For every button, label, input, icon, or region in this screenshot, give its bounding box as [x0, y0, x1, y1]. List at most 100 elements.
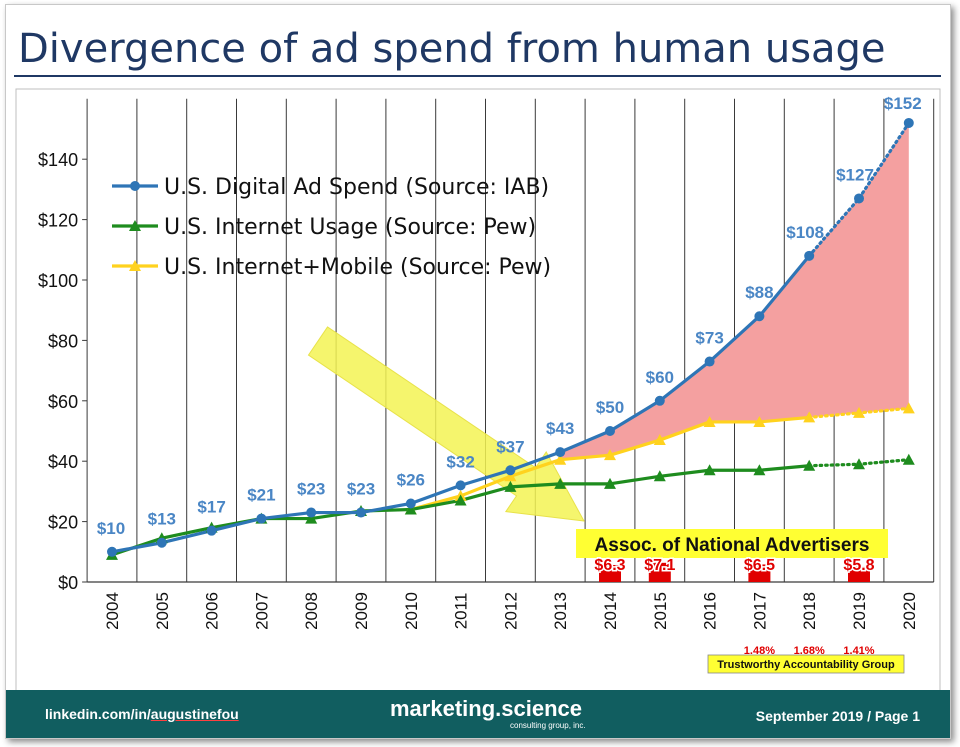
digital-ad-spend-point	[455, 480, 466, 491]
x-tick-label: 2014	[601, 592, 620, 630]
data-label: $73	[695, 329, 723, 348]
legend-marker	[129, 220, 141, 231]
digital-ad-spend-point	[156, 537, 167, 548]
digital-ad-spend-point	[256, 513, 267, 524]
legend-marker	[129, 260, 141, 271]
data-label: $13	[148, 510, 176, 529]
digital-ad-spend-point	[654, 395, 665, 406]
ana-fraud-label: $5.8	[843, 557, 874, 574]
x-tick-label: 2017	[750, 592, 769, 630]
data-label: $32	[446, 452, 474, 471]
legend-marker	[130, 181, 140, 191]
x-tick-label: 2007	[252, 592, 271, 630]
legend-label: U.S. Internet Usage (Source: Pew)	[164, 215, 536, 240]
footer-link-user: augustinefou	[150, 706, 239, 722]
internet-usage-point	[404, 503, 417, 515]
y-tick-label: $40	[48, 452, 78, 472]
legend-label: U.S. Digital Ad Spend (Source: IAB)	[164, 175, 549, 200]
x-tick-label: 2012	[501, 592, 520, 630]
internet-usage-point	[753, 464, 766, 476]
data-label: $152	[884, 94, 922, 113]
ana-label-box	[576, 529, 888, 558]
digital-ad-spend-point	[356, 507, 366, 518]
internet-usage-point	[604, 477, 616, 489]
internet-mobile-point	[902, 402, 915, 414]
data-labels: $10 $13 $17 $21 $23 $23 $26 $32 $37 $43 $50 $60 $73 $…	[97, 94, 922, 538]
tag-label: Trustworthy Accountability Group	[717, 659, 895, 671]
data-label: $37	[496, 437, 524, 456]
x-tick-label: 2009	[352, 592, 371, 630]
x-tick-label: 2020	[900, 592, 919, 630]
data-label: $60	[646, 368, 674, 387]
footer-linkedin-link[interactable]: linkedin.com/in/augustinefou	[45, 706, 239, 722]
data-label: $23	[297, 480, 325, 499]
digital-ad-spend-point	[754, 311, 765, 322]
x-tick-label: 2010	[402, 592, 421, 630]
internet-mobile-point	[803, 411, 816, 423]
ana-fraud-bar	[599, 564, 621, 582]
data-label: $17	[197, 498, 225, 517]
digital-ad-spend-point	[555, 447, 566, 458]
tag-percent-label: 1.41%	[843, 645, 874, 657]
x-tick-label: 2015	[651, 592, 670, 630]
ana-fraud-bar	[848, 566, 870, 582]
title-rule	[14, 75, 941, 77]
digital-ad-spend-point	[854, 193, 864, 204]
x-tick-label: 2016	[701, 592, 720, 630]
x-tick-label: 2004	[103, 592, 122, 630]
arrow	[307, 326, 585, 522]
digital-ad-spend-point	[107, 546, 117, 557]
internet-usage-point	[853, 458, 865, 470]
internet-usage-point	[902, 453, 915, 465]
series-points	[106, 117, 915, 560]
y-tick-label: $100	[38, 271, 78, 291]
ana-fraud-bar	[648, 562, 671, 582]
ana-fraud-label: $6.5	[744, 557, 775, 574]
x-tick-label: 2006	[203, 592, 222, 630]
yellow-arrow	[307, 326, 585, 522]
y-tick-label: $140	[38, 150, 78, 170]
ana-label: Assoc. of National Advertisers	[595, 535, 870, 556]
internet-usage-point	[803, 459, 816, 471]
digital-ad-spend-point	[505, 465, 516, 476]
ana-fraud-label: $7.1	[644, 557, 675, 574]
digital-ad-spend-point	[605, 426, 615, 436]
legend: U.S. Digital Ad Spend (Source: IAB) U.S. …	[112, 175, 551, 280]
brand-logo-text: marketing.science	[390, 696, 582, 721]
footer-link-prefix: linkedin.com/in/	[45, 706, 151, 722]
page-title: Divergence of ad spend from human usage	[18, 26, 886, 72]
footer: linkedin.com/in/augustinefou marketing.s…	[6, 690, 950, 738]
legend-label: U.S. Internet+Mobile (Source: Pew)	[164, 255, 551, 280]
digital-ad-spend-point	[704, 356, 715, 367]
y-tick-label: $0	[58, 573, 78, 593]
divergence-fill	[560, 122, 909, 460]
x-tick-label: 2008	[302, 592, 321, 630]
internet-mobile-point	[653, 434, 666, 446]
data-label: $26	[397, 470, 425, 489]
y-tick-label: $20	[48, 513, 78, 533]
internet-usage-point	[554, 477, 567, 489]
x-tick-label: 2019	[850, 592, 869, 630]
internet-mobile-point	[604, 449, 616, 461]
ana-fraud-bar	[748, 564, 771, 582]
data-label: $43	[546, 419, 574, 438]
axes: $0 $20 $40 $60 $80 $100 $120 $140 2004 2005 2006 20…	[38, 150, 934, 630]
annotations: Assoc. of National Advertisers$6.3 $7.1 $6…	[576, 529, 905, 674]
footer-date-page: September 2019 / Page 1	[755, 708, 920, 724]
data-label: $88	[745, 283, 773, 302]
internet-usage-point	[504, 480, 517, 492]
x-tick-label: 2013	[551, 592, 570, 630]
internet-usage-point	[305, 512, 318, 524]
x-tick-label: 2011	[452, 593, 471, 630]
internet-mobile-point	[853, 406, 865, 418]
data-label: $23	[347, 480, 375, 499]
digital-ad-spend-point	[405, 498, 416, 509]
internet-usage-point	[703, 464, 716, 476]
data-label: $10	[97, 519, 125, 538]
x-tick-label: 2005	[153, 592, 172, 630]
internet-mobile-point	[504, 470, 517, 482]
internet-mobile-point	[753, 415, 766, 427]
data-label: $108	[786, 223, 824, 242]
brand-subtitle: consulting group, inc.	[510, 721, 586, 730]
digital-ad-spend-point	[306, 507, 317, 518]
